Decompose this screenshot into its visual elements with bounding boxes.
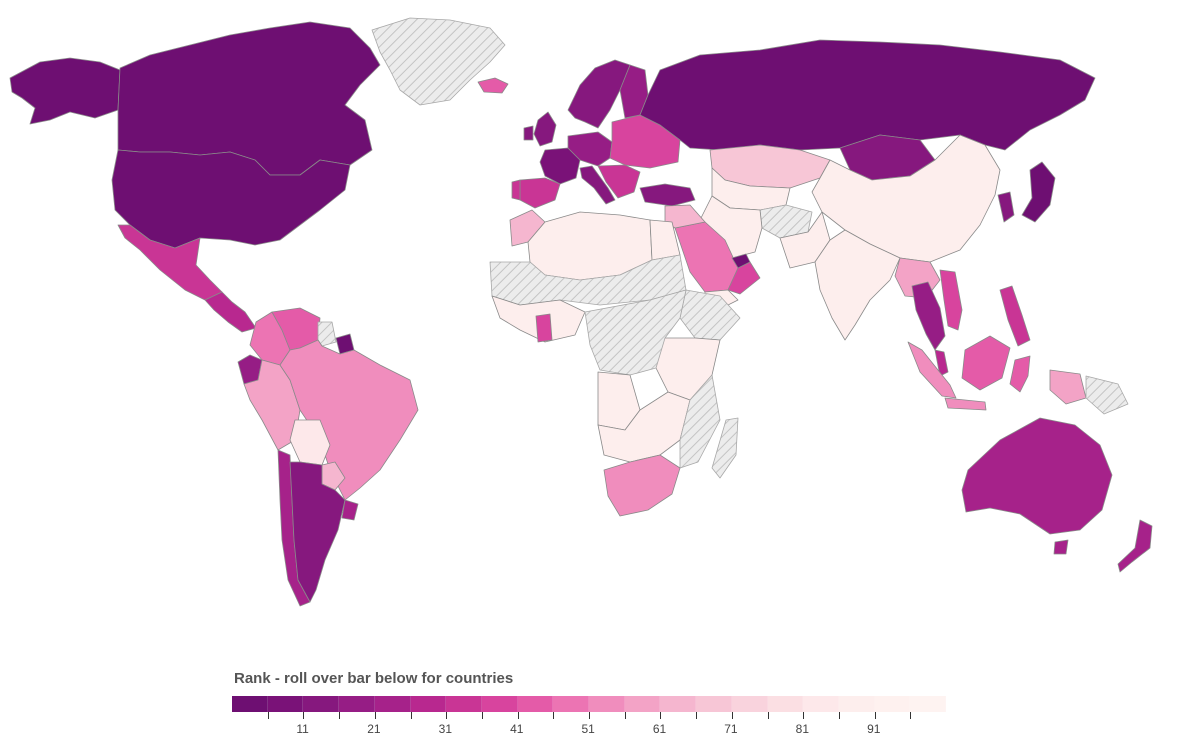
rank-legend: Rank - roll over bar below for countries… bbox=[232, 664, 952, 744]
legend-tick-label: 31 bbox=[438, 722, 453, 736]
legend-tick-label: 21 bbox=[367, 722, 381, 736]
map-region-central-europe[interactable] bbox=[567, 131, 613, 167]
legend-segment[interactable] bbox=[339, 696, 375, 712]
map-region-vietnam[interactable] bbox=[939, 269, 963, 331]
legend-color-bar[interactable] bbox=[232, 696, 947, 712]
map-region-java[interactable] bbox=[944, 397, 987, 411]
legend-segment[interactable] bbox=[232, 696, 268, 712]
map-region-portugal[interactable] bbox=[511, 179, 521, 201]
legend-tick-label: 81 bbox=[795, 722, 810, 736]
map-region-australia[interactable] bbox=[961, 417, 1113, 535]
map-region-ireland[interactable] bbox=[523, 125, 534, 141]
legend-tick bbox=[696, 712, 698, 719]
map-region-new-zealand[interactable] bbox=[1117, 519, 1153, 573]
map-region-philippines[interactable] bbox=[999, 285, 1031, 347]
legend-tick-label: 41 bbox=[510, 722, 524, 736]
legend-segment[interactable] bbox=[731, 696, 768, 712]
map-region-uae[interactable] bbox=[731, 253, 751, 269]
legend-title: Rank - roll over bar below for countries bbox=[234, 670, 514, 687]
map-region-balkans[interactable] bbox=[597, 164, 641, 199]
world-choropleth-map bbox=[9, 17, 1153, 607]
legend-tick bbox=[303, 712, 305, 719]
legend-segment[interactable] bbox=[410, 696, 447, 712]
legend-segment[interactable] bbox=[624, 696, 661, 712]
legend-segment[interactable] bbox=[589, 696, 625, 712]
legend-segment[interactable] bbox=[374, 696, 411, 712]
legend-tick bbox=[267, 712, 269, 719]
legend-segment[interactable] bbox=[481, 696, 518, 712]
map-region-spain[interactable] bbox=[519, 177, 561, 209]
map-region-central-america[interactable] bbox=[204, 291, 257, 333]
map-region-madagascar[interactable] bbox=[711, 417, 739, 479]
legend-tick-label: 11 bbox=[296, 722, 309, 736]
map-region-mexico[interactable] bbox=[117, 224, 223, 301]
map-region-argentina[interactable] bbox=[289, 461, 346, 603]
map-region-borneo[interactable] bbox=[961, 335, 1011, 391]
legend-tick bbox=[910, 712, 912, 719]
legend-tick-label: 91 bbox=[867, 722, 881, 736]
map-region-papua-new-guinea[interactable] bbox=[1085, 375, 1129, 415]
legend-tick-label: 61 bbox=[652, 722, 667, 736]
legend-segment[interactable] bbox=[553, 696, 590, 712]
legend-segment[interactable] bbox=[910, 696, 947, 712]
map-region-russia[interactable] bbox=[639, 39, 1096, 151]
map-region-south-africa[interactable] bbox=[603, 454, 681, 517]
legend-segment[interactable] bbox=[660, 696, 697, 712]
legend-tick bbox=[589, 712, 590, 719]
legend-tick bbox=[874, 712, 876, 719]
map-region-middle-east[interactable] bbox=[664, 204, 706, 229]
map-region-malaysia-peninsula[interactable] bbox=[934, 349, 949, 377]
map-region-korea[interactable] bbox=[997, 191, 1015, 223]
map-region-sulawesi[interactable] bbox=[1009, 355, 1031, 393]
map-region-tasmania[interactable] bbox=[1053, 539, 1069, 555]
map-region-italy[interactable] bbox=[579, 165, 616, 205]
map-region-united-states[interactable] bbox=[111, 149, 351, 249]
map-region-congo[interactable] bbox=[584, 289, 687, 376]
map-region-mozambique[interactable] bbox=[679, 374, 721, 469]
legend-tick-label: 51 bbox=[581, 722, 595, 736]
map-region-new-guinea[interactable] bbox=[1049, 369, 1087, 405]
map-region-united-kingdom[interactable] bbox=[533, 111, 557, 147]
legend-ticks bbox=[232, 712, 946, 720]
legend-tick bbox=[553, 712, 555, 719]
map-region-ghana[interactable] bbox=[535, 313, 553, 343]
legend-segment[interactable] bbox=[517, 696, 554, 712]
legend-tick-labels: 11 21 31 41 51 61 71 81 91 bbox=[232, 722, 946, 738]
map-region-guyana[interactable] bbox=[317, 321, 337, 347]
legend-tick bbox=[660, 712, 662, 719]
map-region-uruguay[interactable] bbox=[341, 499, 359, 521]
map-region-thailand[interactable] bbox=[911, 281, 946, 351]
legend-segment[interactable] bbox=[803, 696, 839, 712]
map-region-alaska[interactable] bbox=[9, 57, 121, 125]
legend-tick bbox=[446, 712, 448, 719]
map-region-brazil[interactable] bbox=[279, 339, 419, 501]
legend-segment[interactable] bbox=[767, 696, 804, 712]
legend-tick bbox=[803, 712, 805, 719]
map-region-iceland[interactable] bbox=[477, 77, 509, 94]
map-region-greenland[interactable] bbox=[371, 17, 506, 106]
legend-tick bbox=[517, 712, 519, 719]
legend-tick bbox=[339, 712, 341, 719]
legend-tick bbox=[731, 712, 733, 719]
legend-tick bbox=[767, 712, 769, 719]
legend-segment[interactable] bbox=[696, 696, 732, 712]
map-region-india[interactable] bbox=[814, 229, 901, 341]
legend-tick bbox=[410, 712, 412, 719]
map-region-japan[interactable] bbox=[1021, 161, 1056, 223]
map-region-turkey[interactable] bbox=[639, 183, 696, 207]
legend-segment[interactable] bbox=[874, 696, 911, 712]
legend-tick bbox=[838, 712, 840, 719]
legend-segment[interactable] bbox=[446, 696, 482, 712]
legend-tick bbox=[481, 712, 483, 719]
legend-tick-label: 71 bbox=[724, 722, 738, 736]
legend-segment[interactable] bbox=[267, 696, 304, 712]
legend-tick bbox=[374, 712, 376, 719]
legend-segment[interactable] bbox=[838, 696, 875, 712]
legend-segment[interactable] bbox=[303, 696, 340, 712]
map-region-sumatra[interactable] bbox=[907, 341, 957, 399]
legend-tick bbox=[624, 712, 626, 719]
